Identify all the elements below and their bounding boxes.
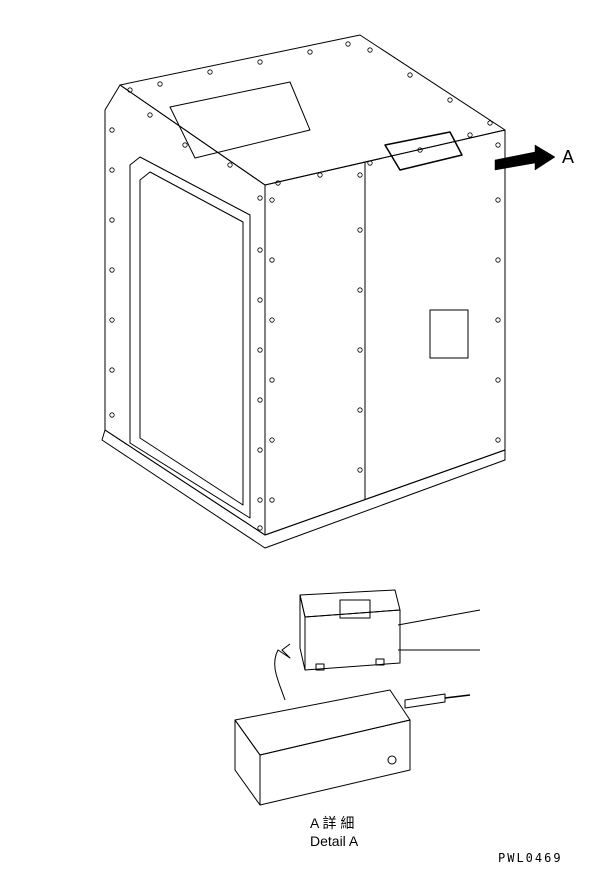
- drawing-code: PWL0469: [498, 851, 563, 865]
- detail-caption-jp: A 詳 細: [310, 815, 354, 831]
- callout-arrow-a: [495, 145, 555, 170]
- detail-a-view: [235, 590, 480, 805]
- detail-caption-en: Detail A: [310, 833, 359, 849]
- cab-isometric: [102, 35, 505, 548]
- label-a: A: [562, 147, 574, 167]
